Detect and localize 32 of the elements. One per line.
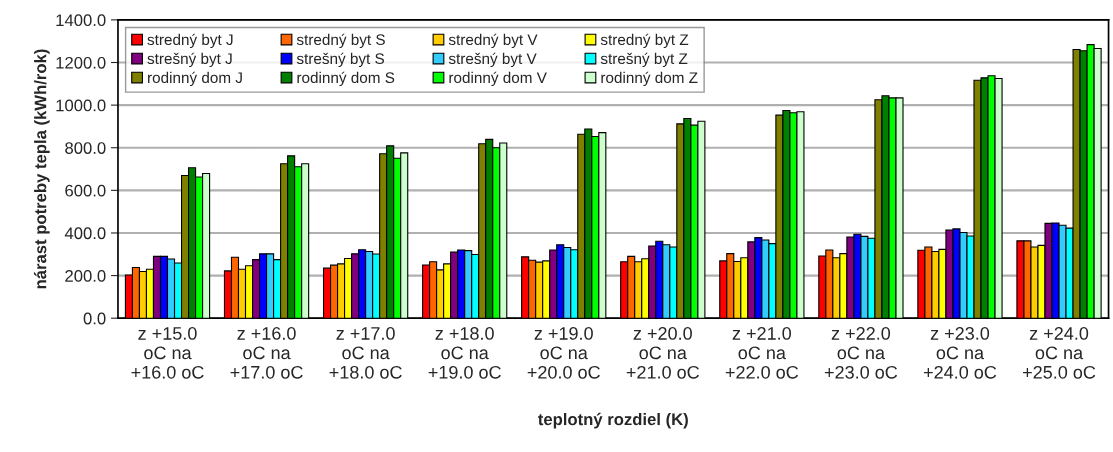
legend-label: rodinný dom J: [148, 71, 242, 87]
y-tick-label: 600.0: [65, 184, 106, 197]
y-tick-label: 1400.0: [56, 14, 106, 27]
y-tick-label: 0.0: [83, 312, 106, 325]
legend-label: strešný byt V: [448, 52, 537, 68]
x-tick-label: z +18.0 oC na +19.0 oC: [428, 327, 501, 379]
x-axis-title: teplotný rozdiel (K): [538, 412, 688, 429]
x-tick-label: z +19.0 oC na +20.0 oC: [527, 327, 600, 379]
x-tick-label: z +16.0 oC na +17.0 oC: [230, 327, 303, 379]
y-tick-label: 400.0: [64, 227, 106, 240]
x-tick-label: z +15.0 oC na +16.0 oC: [131, 327, 204, 379]
legend-label: strešný byt Z: [600, 52, 688, 68]
y-tick-label: 200.0: [65, 269, 106, 282]
y-tick-label: 1000.0: [56, 99, 106, 112]
x-tick-label: z +21.0 oC na +22.0 oC: [725, 327, 799, 379]
legend-label: stredný byt S: [296, 33, 385, 49]
y-tick-label: 1200.0: [56, 56, 106, 69]
legend-label: strešný byt S: [296, 52, 385, 68]
legend-label: strešný byt J: [147, 52, 232, 68]
legend-label: stredný byt Z: [600, 33, 689, 49]
x-tick-label: z +24.0 oC na +25.0 oC: [1023, 327, 1096, 379]
legend-label: stredný byt V: [448, 33, 538, 49]
legend-label: stredný byt J: [147, 33, 233, 49]
legend-label: rodinný dom Z: [601, 71, 698, 87]
x-tick-label: z +23.0 oC na +24.0 oC: [923, 327, 997, 379]
y-tick-label: 800.0: [65, 142, 106, 154]
legend-label: rodinný dom V: [449, 71, 547, 87]
x-tick-label: z +20.0 oC na +21.0 oC: [626, 327, 699, 379]
x-tick-label: z +22.0 oC na +23.0 oC: [824, 327, 898, 379]
legend-label: rodinný dom S: [297, 71, 395, 87]
x-tick-label: z +17.0 oC na +18.0 oC: [329, 327, 402, 379]
y-axis-title: nárast potreby tepla (kWh/rok): [33, 49, 50, 289]
